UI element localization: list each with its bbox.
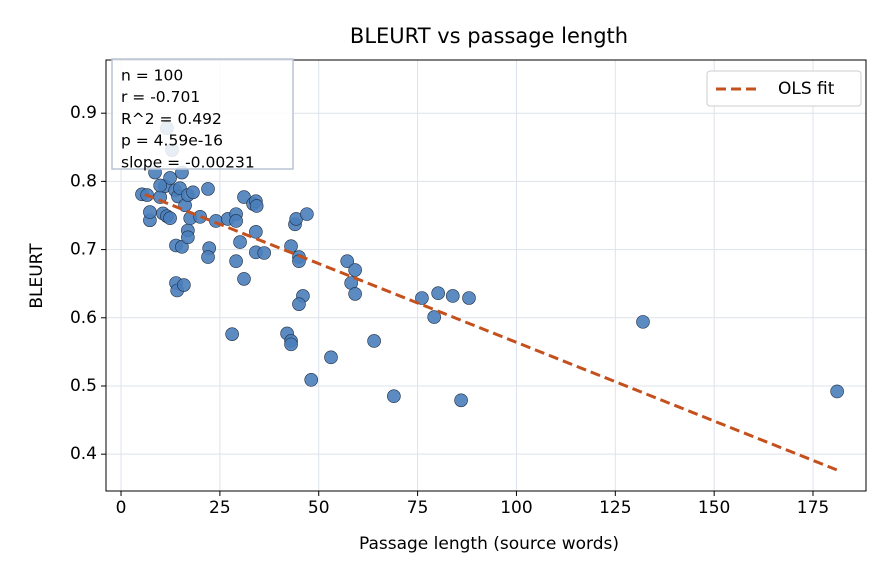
point [348,263,362,277]
point [163,171,177,185]
point [257,246,271,260]
y-tick-label: 0.5 [70,376,97,396]
y-tick-label: 0.4 [70,444,97,464]
y-tick-label: 0.6 [70,308,97,328]
point [181,230,195,245]
point [830,384,844,399]
point [177,278,191,292]
fit-line [144,192,838,472]
stats-line: r = -0.701 [121,88,200,106]
point [454,393,468,408]
plot-frame [105,59,867,492]
point [284,337,298,352]
y-axis-label: BLEURT [27,243,47,309]
point [304,373,319,387]
x-tick-label: 0 [116,498,127,518]
point [229,214,243,228]
stats-line: R^2 = 0.492 [121,110,222,128]
chart-title: BLEURT vs passage length [350,24,628,48]
point [193,210,207,224]
point [186,185,200,200]
x-tick-label: 125 [599,498,631,518]
stats-box [111,58,294,170]
y-tick-label: 0.9 [70,103,97,123]
x-tick-label: 100 [500,498,532,518]
point [229,254,243,268]
point [292,297,306,311]
point [445,289,460,303]
point [367,334,381,348]
point [237,272,251,286]
y-tick-label: 0.8 [70,171,97,191]
point [249,199,264,213]
legend-label: OLS fit [778,79,835,99]
x-axis-label: Passage length (source words) [359,534,619,554]
point [431,286,445,301]
point [163,211,177,226]
point [324,350,338,365]
point [387,389,401,404]
point [427,310,441,324]
point [462,291,476,305]
stats-line: p = 4.59e-16 [121,132,223,150]
point [143,205,157,219]
x-tick-label: 150 [698,498,730,518]
point [415,291,429,305]
x-tick-label: 75 [407,498,429,518]
x-tick-label: 25 [209,498,231,518]
point [201,182,215,196]
point [636,315,650,329]
point [249,225,263,239]
stats-line: slope = -0.00231 [121,153,255,171]
point [225,327,239,341]
point [340,254,355,268]
legend-box [706,70,862,107]
point [233,235,247,249]
point [153,178,167,193]
stats-line: n = 100 [121,67,183,85]
point [300,207,314,221]
x-tick-label: 175 [797,498,829,518]
y-tick-label: 0.7 [70,240,97,260]
point [348,287,362,301]
x-tick-label: 50 [308,498,330,518]
point [201,250,215,264]
